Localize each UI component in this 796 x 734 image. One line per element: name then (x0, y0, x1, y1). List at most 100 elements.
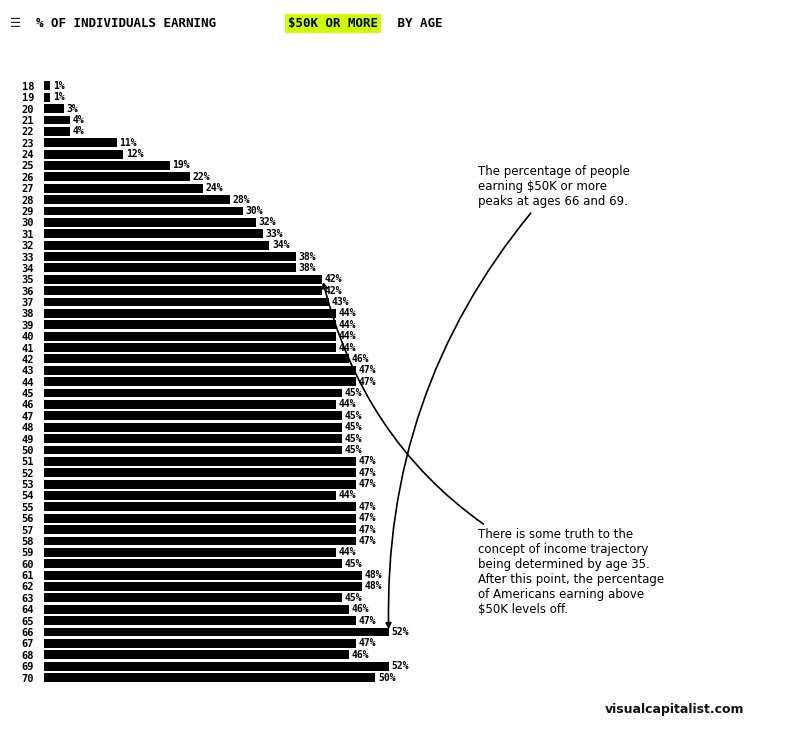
Bar (44, 366, 356, 375)
Text: visualcapitalist.com: visualcapitalist.com (605, 702, 744, 716)
Text: 46%: 46% (352, 354, 369, 364)
Bar (44, 446, 342, 454)
Text: BY AGE: BY AGE (390, 17, 443, 30)
Bar (44, 650, 349, 659)
Text: 46%: 46% (352, 604, 369, 614)
Bar (44, 161, 170, 170)
Text: 50%: 50% (378, 672, 396, 683)
Text: 42%: 42% (325, 275, 342, 284)
Bar (44, 502, 356, 512)
Text: 44%: 44% (338, 331, 356, 341)
Bar (44, 423, 342, 432)
Text: 47%: 47% (358, 513, 376, 523)
Text: ☰: ☰ (10, 17, 21, 30)
Bar (44, 388, 342, 398)
Text: 32%: 32% (259, 217, 276, 228)
Bar (44, 104, 64, 113)
Bar (44, 297, 329, 307)
Text: 48%: 48% (365, 581, 382, 592)
Text: 47%: 47% (358, 502, 376, 512)
Bar (44, 491, 336, 500)
Text: 33%: 33% (265, 229, 283, 239)
Bar (44, 559, 342, 568)
Text: 45%: 45% (345, 422, 362, 432)
Text: 44%: 44% (338, 490, 356, 501)
Bar (44, 479, 356, 489)
Bar (44, 537, 356, 545)
Text: 4%: 4% (73, 115, 84, 125)
Bar (44, 616, 356, 625)
Text: 47%: 47% (358, 639, 376, 648)
Text: 52%: 52% (392, 661, 409, 671)
Bar (44, 468, 356, 477)
Text: 45%: 45% (345, 559, 362, 569)
Bar (44, 570, 362, 580)
Text: 24%: 24% (205, 184, 223, 193)
Text: 47%: 47% (358, 616, 376, 625)
Bar (44, 628, 388, 636)
Text: 47%: 47% (358, 366, 376, 375)
Bar (44, 377, 356, 386)
Bar (44, 81, 50, 90)
Text: 4%: 4% (73, 126, 84, 137)
Bar (44, 138, 117, 148)
Text: There is some truth to the
concept of income trajectory
being determined by age : There is some truth to the concept of in… (322, 284, 664, 617)
Text: 47%: 47% (358, 479, 376, 489)
Text: 34%: 34% (272, 240, 290, 250)
Bar (44, 400, 336, 409)
Text: 11%: 11% (119, 138, 137, 148)
Bar (44, 320, 336, 330)
Bar (44, 150, 123, 159)
Bar (44, 206, 243, 216)
Text: 45%: 45% (345, 388, 362, 398)
Text: 47%: 47% (358, 457, 376, 466)
Text: 42%: 42% (325, 286, 342, 296)
Text: 38%: 38% (298, 263, 316, 273)
Text: 1%: 1% (53, 81, 64, 91)
Bar (44, 582, 362, 591)
Bar (44, 332, 336, 341)
Text: 3%: 3% (66, 103, 78, 114)
Bar (44, 639, 356, 648)
Text: 46%: 46% (352, 650, 369, 660)
Bar (44, 92, 50, 102)
Text: 48%: 48% (365, 570, 382, 580)
Text: 47%: 47% (358, 468, 376, 478)
Bar (44, 184, 203, 193)
Bar (44, 309, 336, 318)
Text: 45%: 45% (345, 434, 362, 443)
Bar (44, 673, 376, 682)
Text: The percentage of people
earning $50K or more
peaks at ages 66 and 69.: The percentage of people earning $50K or… (386, 165, 630, 628)
Bar (44, 195, 229, 204)
Bar (44, 286, 322, 295)
Bar (44, 355, 349, 363)
Text: 12%: 12% (126, 149, 143, 159)
Bar (44, 605, 349, 614)
Text: 45%: 45% (345, 445, 362, 455)
Bar (44, 252, 296, 261)
Bar (44, 218, 256, 227)
Bar (44, 548, 336, 557)
Bar (44, 229, 263, 239)
Bar (44, 115, 70, 125)
Bar (44, 127, 70, 136)
Bar (44, 514, 356, 523)
Bar (44, 411, 342, 421)
Text: 28%: 28% (232, 195, 250, 205)
Text: 45%: 45% (345, 593, 362, 603)
Bar (44, 264, 296, 272)
Text: 47%: 47% (358, 377, 376, 387)
Text: 22%: 22% (193, 172, 210, 182)
Text: % OF INDIVIDUALS EARNING: % OF INDIVIDUALS EARNING (36, 17, 224, 30)
Text: $50K OR MORE: $50K OR MORE (288, 17, 378, 30)
Text: 47%: 47% (358, 536, 376, 546)
Text: 19%: 19% (173, 161, 190, 170)
Bar (44, 457, 356, 466)
Bar (44, 434, 342, 443)
Text: 44%: 44% (338, 320, 356, 330)
Text: 1%: 1% (53, 92, 64, 102)
Bar (44, 172, 189, 181)
Text: 44%: 44% (338, 399, 356, 410)
Text: 44%: 44% (338, 308, 356, 319)
Text: 43%: 43% (332, 297, 349, 307)
